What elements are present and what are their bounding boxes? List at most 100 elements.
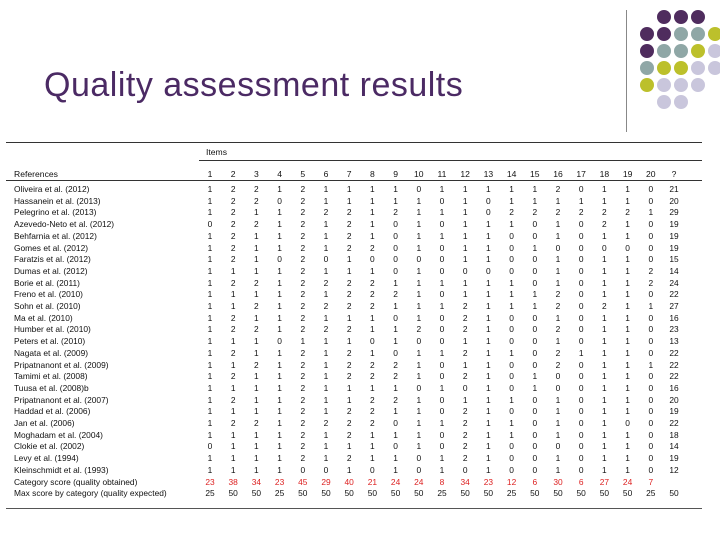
- score-cell: 1: [602, 324, 607, 335]
- score-cell: 1: [370, 382, 375, 393]
- score-cell: 1: [486, 441, 491, 452]
- score-cell: 2: [323, 277, 329, 288]
- score-cell: 2: [462, 371, 468, 382]
- score-cell: 1: [370, 453, 375, 464]
- score-cell: 1: [230, 464, 236, 475]
- score-cell: 15: [669, 254, 679, 265]
- score-cell: 2: [230, 324, 236, 335]
- reference-cell: Gomes et al. (2012): [14, 242, 89, 253]
- score-cell: 0: [439, 429, 445, 440]
- score-cell: 0: [578, 429, 584, 440]
- score-cell: 1: [323, 289, 329, 300]
- score-cell: 1: [416, 207, 422, 218]
- score-cell: 0: [509, 336, 514, 347]
- score-cell: 2: [462, 312, 468, 323]
- reference-cell: Dumas et al. (2012): [14, 265, 88, 276]
- score-cell: 0: [532, 406, 538, 417]
- score-cell: 1: [439, 277, 445, 288]
- score-cell: 1: [602, 195, 607, 206]
- score-cell: 0: [439, 242, 445, 253]
- score-cell: 0: [648, 382, 654, 393]
- reference-cell: Oliveira et al. (2012): [14, 184, 90, 194]
- score-cell: 1: [323, 441, 329, 452]
- items-underline: [199, 160, 702, 161]
- score-cell: 1: [323, 336, 329, 347]
- score-cell: 1: [578, 347, 584, 358]
- score-cell: 0: [648, 324, 654, 335]
- score-cell: 1: [277, 371, 282, 382]
- score-cell: 1: [462, 289, 468, 300]
- score-cell: 2: [230, 418, 236, 428]
- score-cell: 1: [486, 301, 491, 311]
- score-cell: 1: [346, 441, 352, 452]
- decorative-dot: [708, 44, 720, 58]
- category-score-cell: 6: [532, 476, 538, 487]
- score-cell: 1: [207, 429, 213, 440]
- score-cell: 1: [230, 301, 236, 311]
- score-cell: 1: [393, 406, 398, 417]
- reference-cell: Freno et al. (2010): [14, 289, 83, 300]
- score-cell: 1: [486, 429, 491, 440]
- score-cell: 1: [509, 394, 514, 405]
- score-cell: 1: [277, 453, 282, 464]
- score-cell: 1: [230, 289, 236, 300]
- score-cell: 0: [486, 265, 491, 276]
- score-cell: 20: [669, 394, 679, 405]
- score-cell: 1: [555, 312, 561, 323]
- score-cell: 1: [486, 312, 491, 323]
- score-cell: 1: [254, 265, 259, 276]
- score-cell: 1: [602, 406, 607, 417]
- score-cell: 1: [207, 371, 213, 382]
- score-cell: 1: [323, 195, 329, 206]
- decorative-dot: [640, 44, 654, 58]
- score-cell: 2: [346, 359, 352, 370]
- score-cell: 0: [648, 289, 654, 300]
- score-cell: 1: [230, 265, 236, 276]
- score-cell: 1: [300, 336, 306, 347]
- score-cell: 1: [532, 195, 538, 206]
- score-cell: 1: [625, 277, 630, 288]
- score-cell: 1: [439, 301, 445, 311]
- score-cell: 1: [509, 347, 514, 358]
- category-score-cell: 24: [414, 476, 424, 487]
- decorative-dot: [640, 78, 654, 92]
- score-cell: 0: [439, 324, 445, 335]
- score-cell: 1: [323, 382, 329, 393]
- score-cell: 2: [346, 277, 352, 288]
- score-cell: 1: [462, 336, 468, 347]
- score-cell: 1: [486, 242, 491, 253]
- score-cell: 1: [648, 359, 654, 370]
- score-cell: 0: [648, 347, 654, 358]
- reference-cell: Azevedo-Neto et al. (2012): [14, 219, 115, 230]
- score-cell: 1: [602, 359, 607, 370]
- score-cell: 2: [532, 207, 538, 218]
- score-cell: 0: [370, 336, 375, 347]
- score-cell: 2: [230, 347, 236, 358]
- score-cell: 1: [439, 184, 445, 194]
- score-cell: 0: [648, 453, 654, 464]
- score-cell: 2: [254, 184, 259, 194]
- score-cell: 0: [648, 184, 654, 194]
- score-cell: 1: [370, 441, 375, 452]
- score-cell: 0: [648, 312, 654, 323]
- score-cell: 1: [602, 265, 607, 276]
- score-cell: 2: [346, 289, 352, 300]
- score-cell: 2: [602, 219, 607, 230]
- score-cell: 1: [625, 336, 630, 347]
- category-score-cell: 23: [483, 476, 494, 487]
- score-cell: 27: [669, 301, 679, 311]
- score-cell: 2: [254, 219, 259, 230]
- score-cell: 2: [393, 207, 398, 218]
- score-cell: 0: [532, 394, 538, 405]
- score-cell: 0: [486, 207, 491, 218]
- score-cell: 1: [254, 394, 259, 405]
- decorative-dot: [691, 61, 705, 75]
- score-cell: 2: [300, 324, 306, 335]
- score-cell: 1: [254, 312, 259, 323]
- score-cell: 0: [648, 394, 654, 405]
- score-cell: 1: [416, 441, 422, 452]
- reference-cell: Hassanein et al. (2013): [14, 195, 101, 206]
- score-cell: 1: [254, 336, 259, 347]
- score-cell: 1: [230, 336, 236, 347]
- score-cell: 2: [648, 277, 654, 288]
